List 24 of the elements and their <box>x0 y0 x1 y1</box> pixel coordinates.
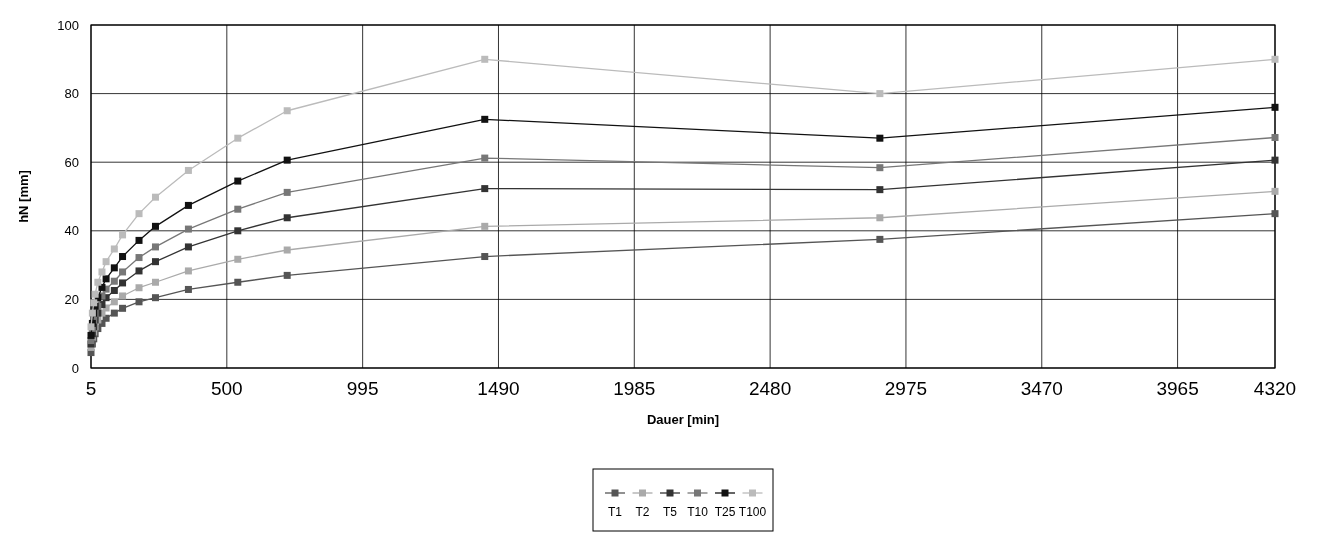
x-tick-label: 1985 <box>613 378 656 399</box>
legend-label: T100 <box>738 505 767 519</box>
x-tick-label: 5 <box>85 378 97 399</box>
x-axis-title: Dauer [min] <box>646 412 720 427</box>
y-tick-label: 40 <box>64 223 79 239</box>
y-tick-label: 100 <box>57 17 79 33</box>
x-tick-label: 3470 <box>1020 378 1063 399</box>
x-tick-label: 4320 <box>1253 378 1297 399</box>
legend-label: T2 <box>635 505 650 519</box>
y-tick-label: 80 <box>64 86 79 102</box>
legend-label: T5 <box>662 505 678 519</box>
y-tick-label: 60 <box>64 154 79 170</box>
legend-label: T10 <box>687 505 709 519</box>
x-tick-label: 3965 <box>1156 378 1199 399</box>
x-tick-label: 2975 <box>884 378 928 399</box>
y-tick-label: 0 <box>71 360 79 376</box>
x-tick-label: 2480 <box>748 378 792 399</box>
legend-label: T1 <box>607 505 623 519</box>
y-axis-title: hN [mm] <box>16 170 31 223</box>
y-tick-label: 20 <box>64 291 79 307</box>
legend-label: T25 <box>714 505 736 519</box>
x-tick-label: 995 <box>346 378 379 399</box>
x-tick-label: 1490 <box>477 378 520 399</box>
x-tick-label: 500 <box>210 378 243 399</box>
